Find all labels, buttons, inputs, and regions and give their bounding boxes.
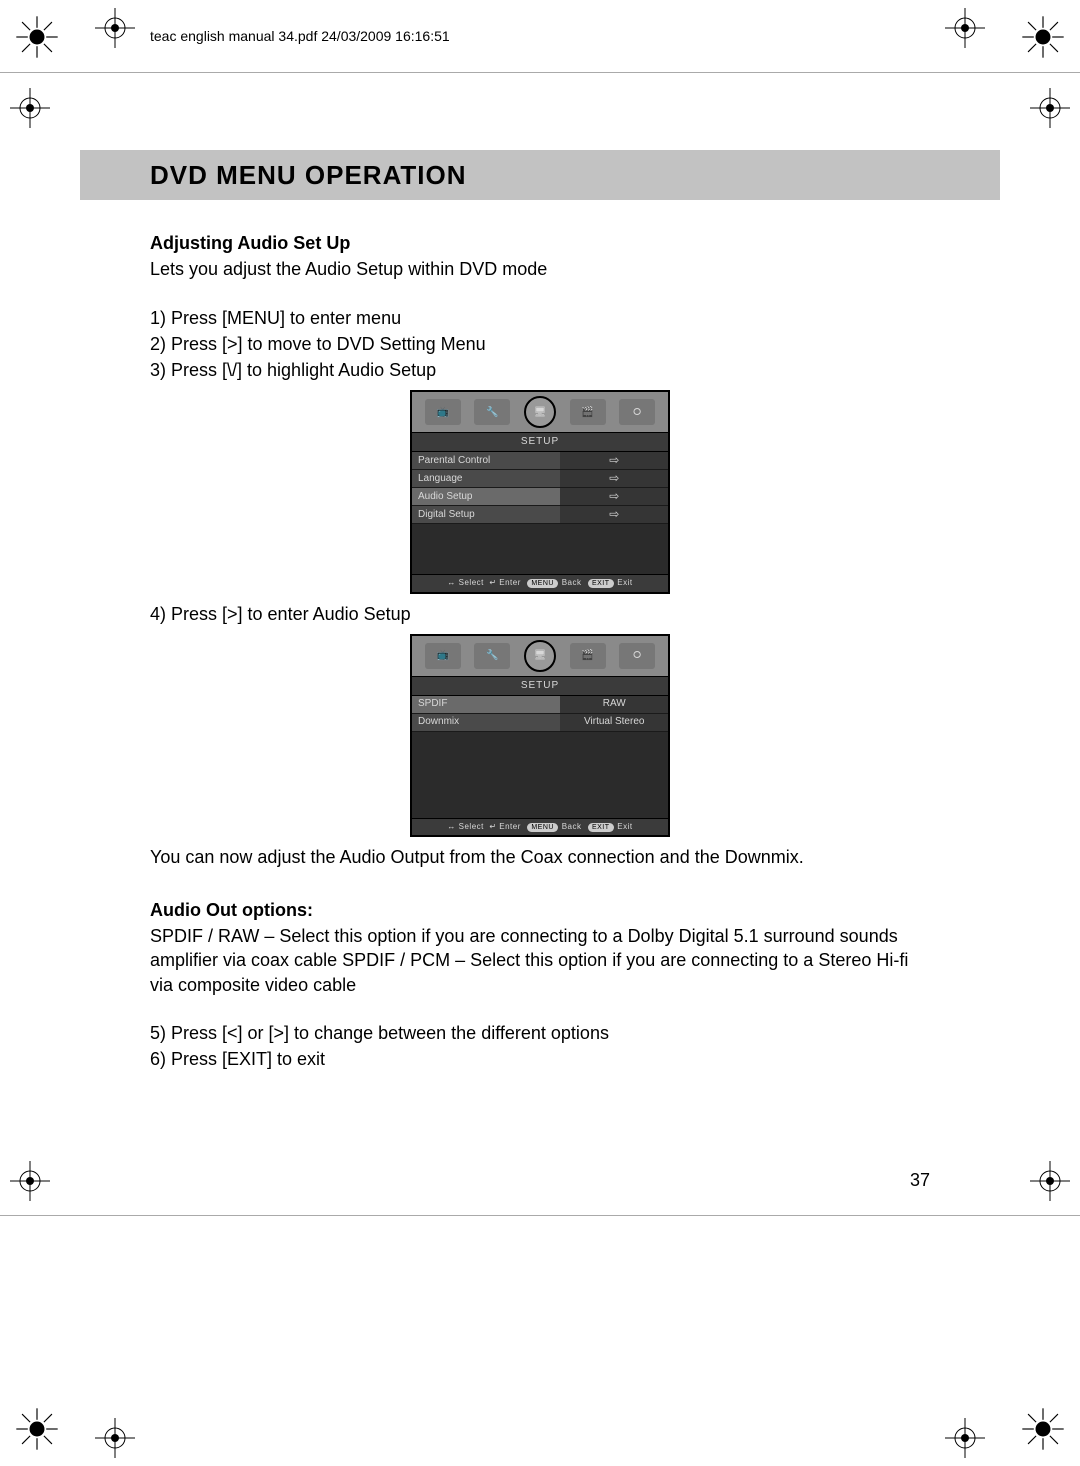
intro-text: Lets you adjust the Audio Setup within D… [150,257,930,281]
osd-tab-icon: ⭘ [619,399,655,425]
subhead-audio-setup: Adjusting Audio Set Up [150,231,930,255]
osd-tab-row: 📺 🔧 🖥 🎬 ⭘ [412,392,668,432]
osd-title: SETUP [412,432,668,452]
step-1: 1) Press [MENU] to enter menu [150,306,930,330]
osd-setup-menu-1: 📺 🔧 🖥 🎬 ⭘ SETUP Parental Control⇨ Langua… [410,390,670,593]
osd-footer: ↔ Select ↵ Enter MENU Back EXIT Exit [412,574,668,592]
regmark-bottom-right [945,1418,985,1458]
regmark-right-bottom [1030,1161,1070,1201]
menu-pill: MENU [527,579,558,588]
osd-rows-2: SPDIFRAW DownmixVirtual Stereo [412,696,668,732]
content-block: Adjusting Audio Set Up Lets you adjust t… [150,225,930,1073]
osd-tab-icon: ⭘ [619,643,655,669]
cornermark-tr [1020,14,1066,60]
osd-blank-area [412,732,668,818]
regmark-bottom-left [95,1418,135,1458]
osd-row: Parental Control⇨ [412,452,668,470]
post-osd2-text: You can now adjust the Audio Output from… [150,845,930,869]
osd-rows-1: Parental Control⇨ Language⇨ Audio Setup⇨… [412,452,668,524]
page-number: 37 [910,1170,930,1191]
audio-out-body: SPDIF / RAW – Select this option if you … [150,924,930,997]
osd-tab-icon: 📺 [425,643,461,669]
step-3: 3) Press [\/] to highlight Audio Setup [150,358,930,382]
top-rule [0,72,1080,73]
step-2: 2) Press [>] to move to DVD Setting Menu [150,332,930,356]
menu-pill: MENU [527,823,558,832]
regmark-left-bottom [10,1161,50,1201]
osd-title: SETUP [412,676,668,696]
section-title: Dvd Menu Operation [150,160,467,191]
osd-row: Language⇨ [412,470,668,488]
exit-pill: EXIT [588,823,614,832]
osd-row-highlighted: SPDIFRAW [412,696,668,714]
osd-tab-icon: 🎬 [570,643,606,669]
step-4: 4) Press [>] to enter Audio Setup [150,602,930,626]
osd-row-highlighted: Audio Setup⇨ [412,488,668,506]
cornermark-bl [14,1406,60,1452]
osd-row: DownmixVirtual Stereo [412,714,668,732]
osd-tab-icon: 🔧 [474,399,510,425]
manual-page: teac english manual 34.pdf 24/03/2009 16… [0,0,1080,1466]
osd-tab-row: 📺 🔧 🖥 🎬 ⭘ [412,636,668,676]
step-6: 6) Press [EXIT] to exit [150,1047,930,1071]
cornermark-tl [14,14,60,60]
osd-tab-selected-icon: 🖥 [524,640,556,672]
osd-tab-icon: 📺 [425,399,461,425]
regmark-left-top [10,88,50,128]
osd-tab-icon: 🔧 [474,643,510,669]
section-title-bar: Dvd Menu Operation [80,150,1000,200]
step-5: 5) Press [<] or [>] to change between th… [150,1021,930,1045]
osd-setup-menu-2: 📺 🔧 🖥 🎬 ⭘ SETUP SPDIFRAW DownmixVirtual … [410,634,670,837]
osd-footer: ↔ Select ↵ Enter MENU Back EXIT Exit [412,818,668,836]
osd-row: Digital Setup⇨ [412,506,668,524]
exit-pill: EXIT [588,579,614,588]
osd-tab-selected-icon: 🖥 [524,396,556,428]
cornermark-br [1020,1406,1066,1452]
subhead-audio-out: Audio Out options: [150,898,930,922]
regmark-right-top [1030,88,1070,128]
osd-blank-area [412,524,668,574]
regmark-top-right [945,8,985,48]
osd-tab-icon: 🎬 [570,399,606,425]
pdf-meta-line: teac english manual 34.pdf 24/03/2009 16… [150,28,450,44]
bottom-rule [0,1215,1080,1216]
regmark-top-left [95,8,135,48]
